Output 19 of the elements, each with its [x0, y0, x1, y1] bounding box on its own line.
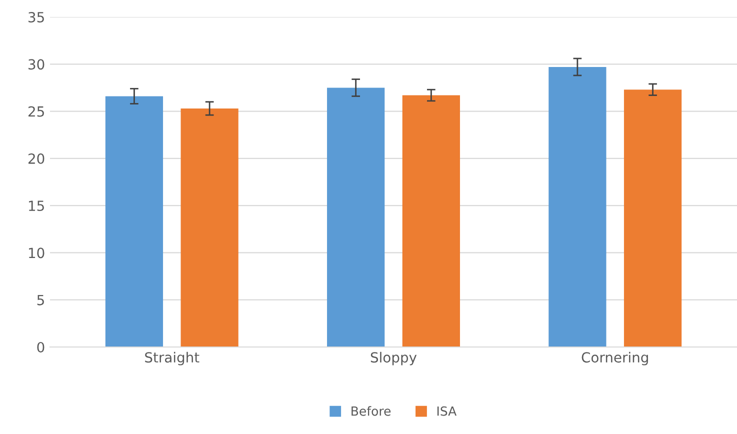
x-tick-label: Straight — [145, 352, 200, 366]
y-tick-label: 20 — [28, 153, 44, 164]
y-tick-label: 0 — [37, 342, 44, 352]
bar — [180, 108, 238, 347]
y-tick-label: 5 — [37, 295, 44, 306]
legend-label: Before — [352, 406, 391, 416]
bar — [327, 88, 385, 347]
x-tick-label: Sloppy — [370, 352, 417, 366]
y-tick-label: 35 — [28, 12, 44, 22]
legend-label: ISA — [437, 406, 457, 416]
y-tick-label: 30 — [28, 59, 44, 70]
y-tick-label: 10 — [28, 248, 44, 258]
x-tick-label: Cornering — [582, 352, 648, 366]
y-tick-label: 25 — [28, 106, 44, 117]
bar — [105, 96, 164, 347]
bar — [624, 90, 682, 347]
bar — [402, 95, 460, 347]
bar — [548, 66, 606, 347]
y-tick-label: 15 — [28, 200, 44, 212]
